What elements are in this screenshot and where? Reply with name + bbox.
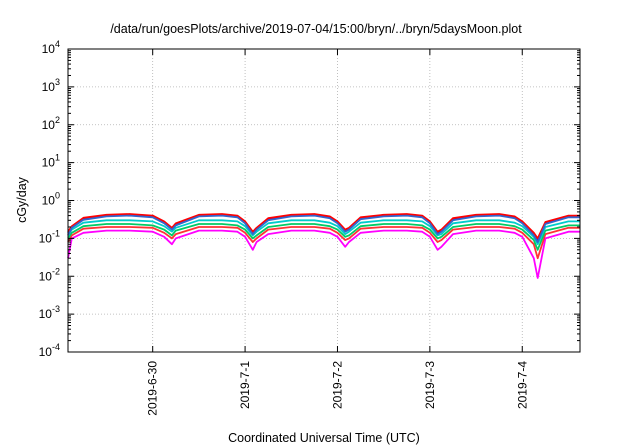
y-axis-label: cGy/day [15, 176, 29, 223]
series-line-3 [67, 223, 580, 251]
y-tick-label: 104 [42, 39, 60, 56]
y-tick-label: 103 [42, 77, 60, 94]
x-axis: 2019-6-30 2019-7-1 2019-7-2 2019-7-3 2019-7-… [146, 49, 529, 416]
y-tick-label: 10-2 [39, 266, 60, 283]
y-tick-label: 10-4 [39, 342, 60, 359]
y-tick-label: 100 [42, 191, 60, 208]
x-axis-label: Coordinated Universal Time (UTC) [228, 431, 420, 445]
series-line-2 [67, 226, 580, 260]
grid [68, 49, 580, 352]
series-line-4 [67, 219, 580, 246]
x-tick-label: 2019-7-3 [423, 361, 437, 409]
x-tick-label: 2019-7-1 [238, 361, 252, 409]
x-tick-label: 2019-7-2 [330, 361, 344, 409]
series-line-7 [67, 214, 580, 243]
series-group [67, 213, 580, 279]
series-line-1 [67, 229, 580, 279]
x-tick-label: 2019-6-30 [146, 361, 160, 416]
y-tick-label: 102 [42, 115, 60, 132]
y-tick-label: 101 [42, 153, 60, 170]
y-tick-label: 10-1 [39, 228, 60, 245]
x-tick-label: 2019-7-4 [515, 361, 529, 409]
y-tick-label: 10-3 [39, 304, 60, 321]
series-line-6 [67, 213, 580, 240]
chart-title: /data/run/goesPlots/archive/2019-07-04/1… [110, 22, 522, 36]
